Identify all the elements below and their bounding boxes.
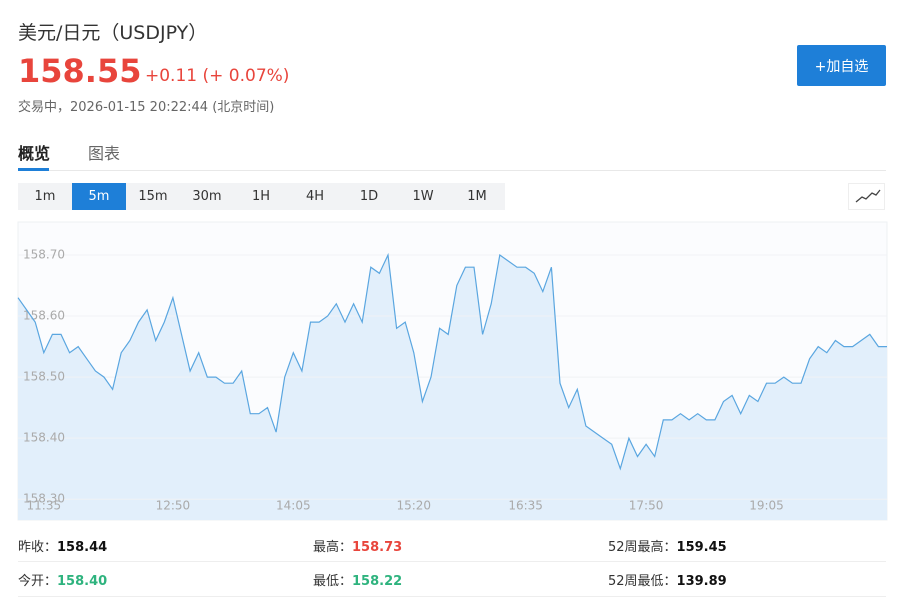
tab[interactable]: 图表 [88, 144, 121, 163]
x-tick-label: 19:05 [749, 499, 784, 513]
interval-button[interactable]: 1m [34, 189, 56, 204]
interval-button[interactable]: 4H [305, 189, 325, 204]
y-tick-label: 158.40 [23, 431, 65, 445]
x-tick-label: 12:50 [156, 499, 191, 513]
stat: 昨收：158.44 [18, 536, 107, 555]
tab-indicator [18, 168, 49, 171]
interval-button[interactable]: 15m [138, 189, 168, 204]
stat: 最高：158.73 [313, 536, 402, 555]
interval-button[interactable]: 30m [192, 189, 222, 204]
interval-button[interactable]: 1W [412, 189, 434, 204]
stat-label: 52周最低： [608, 574, 677, 589]
title: 美元/日元（USDJPY） [18, 22, 208, 44]
stat-value: 158.73 [352, 540, 403, 555]
status: 交易中，2026-01-15 20:22:44 (北京时间) [18, 100, 275, 115]
area [18, 255, 887, 520]
interval-button[interactable]: 5m [72, 183, 126, 210]
stat: 今开：158.40 [18, 570, 107, 589]
x-tick-label: 17:50 [629, 499, 664, 513]
stat-value: 158.40 [57, 574, 108, 589]
price: 158.55 [18, 52, 142, 90]
chart: 158.30 158.40 158.50 158.60 158.70 11:35 12:50… [17, 221, 888, 521]
stat-label: 52周最高： [608, 540, 677, 555]
interval-button[interactable]: 1D [359, 189, 379, 204]
stat: 最低：158.22 [313, 570, 402, 589]
tab[interactable]: 概览 [18, 144, 51, 163]
stat-label: 最低： [313, 574, 353, 589]
stat: 52周最低：139.89 [608, 570, 727, 589]
stat: 52周最高：159.45 [608, 536, 727, 555]
change: +0.11 (+ 0.07%) [145, 66, 290, 86]
x-tick-label: 16:35 [508, 499, 543, 513]
divider [18, 561, 886, 562]
y-tick-label: 158.30 [23, 492, 65, 506]
stat-label: 最高： [313, 540, 353, 555]
interval-button[interactable]: 1H [251, 189, 271, 204]
line [17, 252, 887, 471]
interval-bar: 1m 5m 15m 30m 1H 4H 1D 1W 1M [18, 183, 505, 210]
divider [18, 596, 886, 597]
x-tick-label: 11:35 [27, 499, 62, 513]
stat-value: 158.22 [352, 574, 403, 589]
interval-button[interactable]: 1M [467, 189, 487, 204]
y-tick-label: 158.70 [23, 247, 65, 261]
stat-label: 今开： [18, 574, 58, 589]
x-tick-label: 15:20 [396, 499, 431, 513]
y-tick-label: 158.50 [23, 370, 65, 384]
add-watchlist-button[interactable]: +加自选 [797, 45, 886, 86]
y-tick-label: 158.60 [23, 309, 65, 323]
stat-value: 158.44 [57, 540, 108, 555]
tab-divider [18, 170, 886, 171]
stat-value: 139.89 [676, 574, 727, 589]
x-tick-label: 14:05 [276, 499, 311, 513]
icon [855, 189, 881, 203]
stat-label: 昨收： [18, 540, 58, 555]
chart-style-toggle[interactable] [848, 183, 885, 210]
stat-value: 159.45 [676, 540, 727, 555]
